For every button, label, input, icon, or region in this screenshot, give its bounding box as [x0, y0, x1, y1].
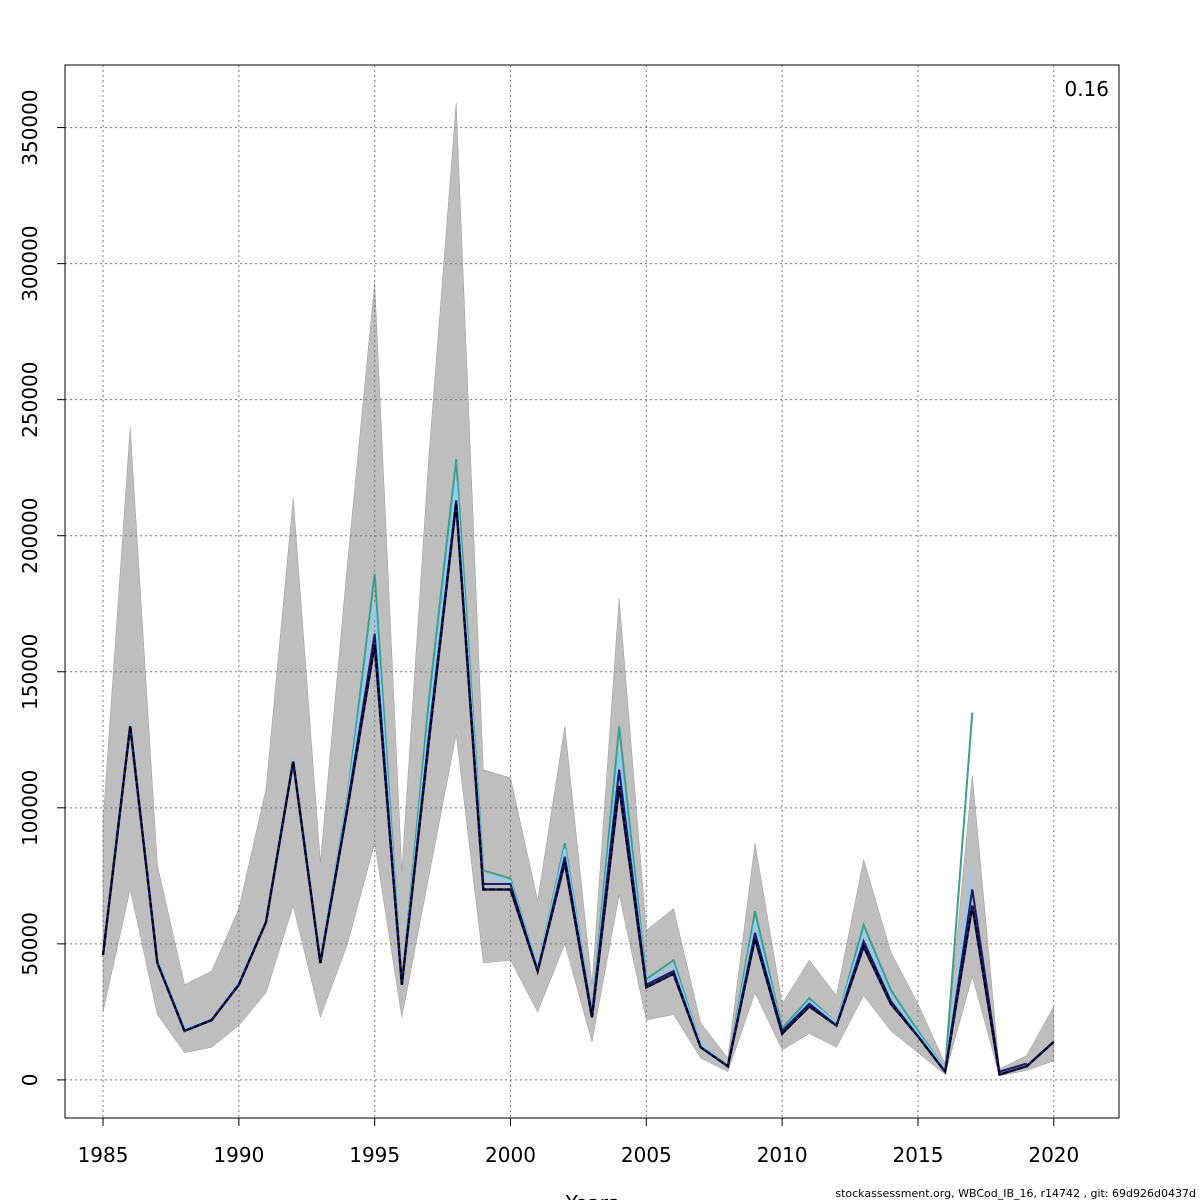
plot-frame	[64, 64, 1120, 1119]
y-tick-label: 0	[18, 1074, 42, 1087]
y-tick-label: 150000	[18, 634, 42, 710]
x-tick-label: 2020	[1028, 1143, 1079, 1167]
y-tick-label: 100000	[18, 770, 42, 846]
x-tick-label: 2005	[621, 1143, 672, 1167]
x-tick-label: 1985	[78, 1143, 129, 1167]
footer: stockassessment.org, WBCod_IB_16, r14742…	[835, 1187, 1196, 1200]
x-tick-label: 2010	[757, 1143, 808, 1167]
x-axis-label: Years	[565, 1191, 619, 1200]
x-tick-label: 1990	[213, 1143, 264, 1167]
x-tick-label: 1995	[349, 1143, 400, 1167]
x-tick-label: 2000	[485, 1143, 536, 1167]
annotation: 0.16	[1064, 77, 1109, 101]
x-tick-label: 2015	[893, 1143, 944, 1167]
y-tick-label: 50000	[18, 912, 42, 976]
series-line	[102, 502, 1055, 1076]
y-tick-label: 250000	[18, 361, 42, 437]
y-tick-label: 300000	[18, 225, 42, 301]
y-tick-label: 200000	[18, 498, 42, 574]
y-tick-label: 350000	[18, 89, 42, 165]
